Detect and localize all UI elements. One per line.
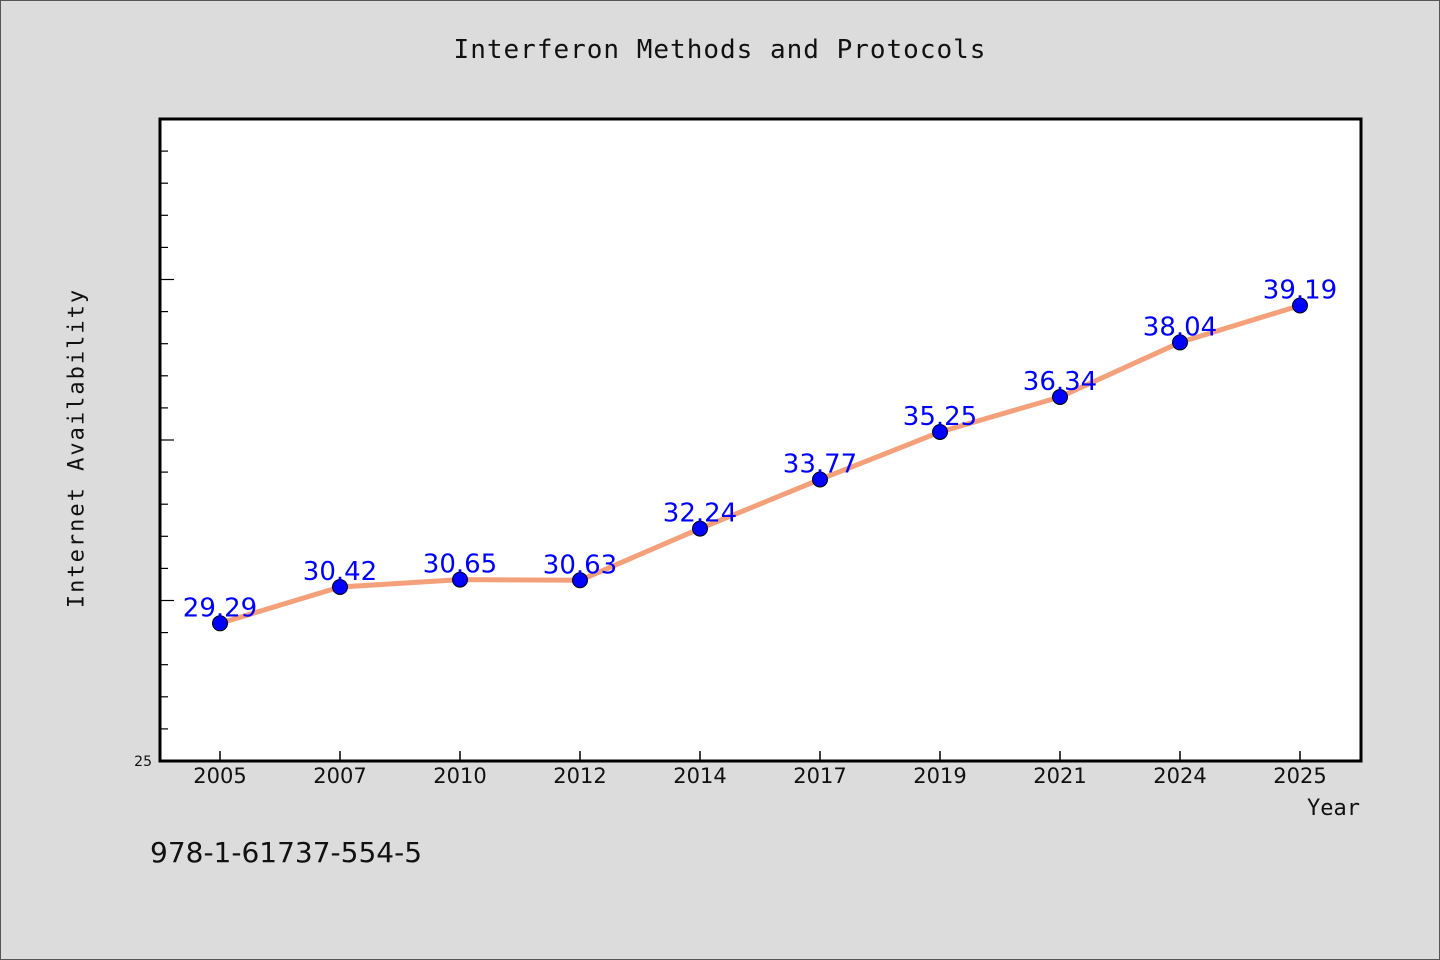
chart-title: Interferon Methods and Protocols [453,35,987,65]
data-label: 32.24 [663,499,737,529]
data-label: 36.34 [1023,367,1097,397]
data-point [812,471,828,488]
data-label: 30.63 [543,550,617,580]
data-label: 39.19 [1263,276,1337,306]
x-tick-label: 2010 [433,764,486,788]
data-point [692,520,708,537]
data-point [212,615,228,632]
data-label: 33.77 [783,449,857,479]
data-point [452,571,468,588]
data-point [572,572,588,589]
x-tick-label: 2025 [1273,764,1326,788]
data-point [932,423,948,440]
data-point [1172,334,1188,351]
x-tick-label: 2024 [1153,764,1206,788]
series-line [217,303,1303,626]
data-label: 38.04 [1143,312,1217,342]
x-tick-label: 2017 [793,764,846,788]
data-label: 29.29 [183,593,257,623]
x-tick-label: 2014 [673,764,726,788]
data-label: 30.42 [303,557,377,587]
y-tick-label: 25 [134,754,152,770]
data-label: 35.25 [903,402,977,432]
x-tick-label: 2005 [193,764,246,788]
x-axis-label: Year [1307,796,1360,821]
data-point [1052,388,1068,405]
data-label: 30.65 [423,550,497,580]
data-point [1292,297,1308,314]
isbn-text: 978-1-61737-554-5 [150,836,423,869]
plot-area [158,117,1363,763]
x-tick-label: 2021 [1033,764,1086,788]
data-point [332,579,348,596]
x-tick-label: 2012 [553,764,606,788]
x-tick-label: 2007 [313,764,366,788]
x-tick-label: 2019 [913,764,966,788]
